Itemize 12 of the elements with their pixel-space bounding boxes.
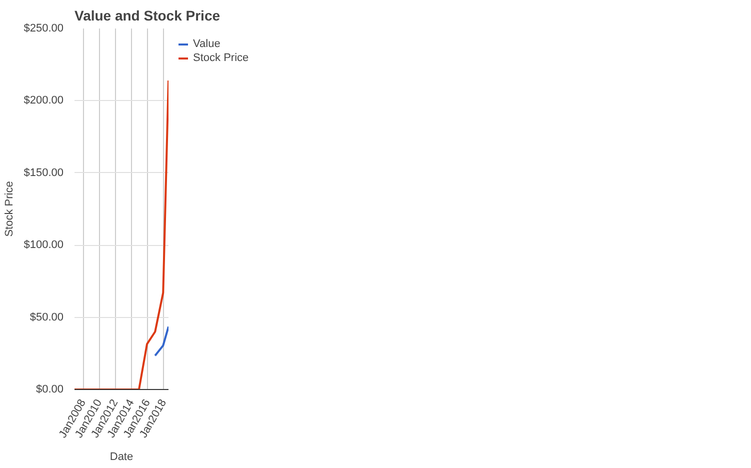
line-series bbox=[74, 79, 168, 390]
y-tick-label: $0.00 bbox=[36, 384, 64, 396]
y-tick-label: $100.00 bbox=[24, 239, 64, 252]
y-tick-label: $250.00 bbox=[24, 22, 64, 34]
y-tick-label: $50.00 bbox=[30, 311, 64, 324]
x-axis-title: Date bbox=[110, 451, 134, 464]
y-axis-title: Stock Price bbox=[4, 181, 16, 237]
legend-label: Value bbox=[193, 38, 220, 50]
y-tick-label: $150.00 bbox=[24, 166, 64, 179]
y-tick-label: $200.00 bbox=[24, 94, 64, 107]
chart-title: Value and Stock Price bbox=[74, 8, 220, 24]
legend-label: Stock Price bbox=[193, 52, 249, 64]
